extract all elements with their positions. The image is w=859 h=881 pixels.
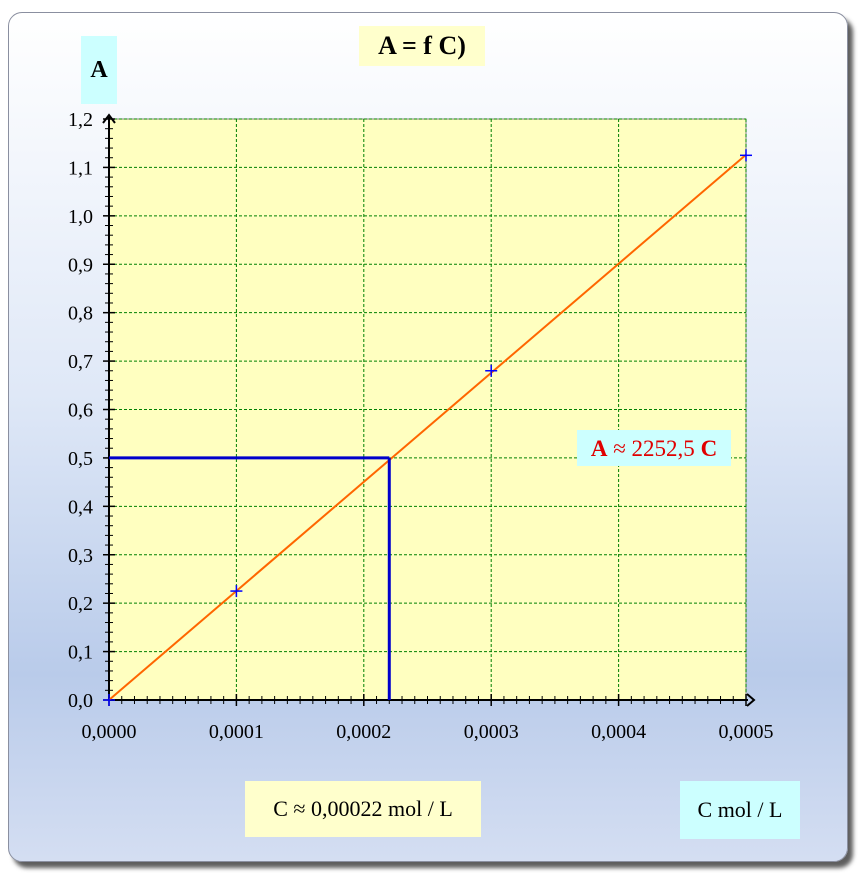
y-axis-title: A: [81, 36, 117, 104]
y-tick-label: 0,2: [68, 593, 93, 615]
y-tick-label: 0,5: [68, 448, 93, 470]
y-axis-arrow: [102, 113, 116, 124]
y-tick-label: 0,1: [68, 642, 93, 664]
y-tick-label: 0,9: [68, 254, 93, 276]
y-tick-label: 0,7: [68, 351, 93, 373]
x-tick-label: 0,0001: [209, 721, 264, 743]
x-tick-label: 0,0000: [82, 721, 137, 743]
data-point: [740, 149, 752, 162]
y-tick-label: 1,1: [68, 157, 93, 179]
x-tick-label: 0,0003: [464, 721, 519, 743]
y-axis-title-text: A: [90, 56, 108, 83]
equation-box: [577, 430, 731, 466]
equation-label: A ≈ 2252,5 C: [591, 436, 717, 461]
data-point: [485, 364, 498, 377]
y-tick-label: 0,4: [68, 496, 93, 518]
result-label: C ≈ 0,00022 mol / L: [245, 781, 481, 837]
x-tick-label: 0,0005: [719, 721, 774, 743]
y-tick-label: 0,0: [68, 690, 93, 712]
y-tick-label: 0,8: [68, 303, 93, 325]
x-axis-arrow: [746, 693, 756, 707]
y-tick-label: 0,3: [68, 545, 93, 567]
chart-title: A = f C): [359, 26, 485, 66]
data-point: [230, 585, 243, 598]
result-label-text: C ≈ 0,00022 mol / L: [273, 796, 453, 821]
x-tick-label: 0,0004: [591, 721, 646, 743]
y-tick-label: 1,2: [68, 109, 93, 131]
x-axis-title-text: C mol / L: [697, 797, 783, 822]
y-tick-label: 1,0: [68, 206, 93, 228]
chart-title-text: A = f C): [378, 31, 466, 60]
x-axis-title: C mol / L: [680, 781, 800, 839]
y-tick-label: 0,6: [68, 400, 93, 422]
trendline: [108, 153, 747, 701]
x-tick-label: 0,0002: [336, 721, 391, 743]
data-point: [103, 694, 115, 706]
